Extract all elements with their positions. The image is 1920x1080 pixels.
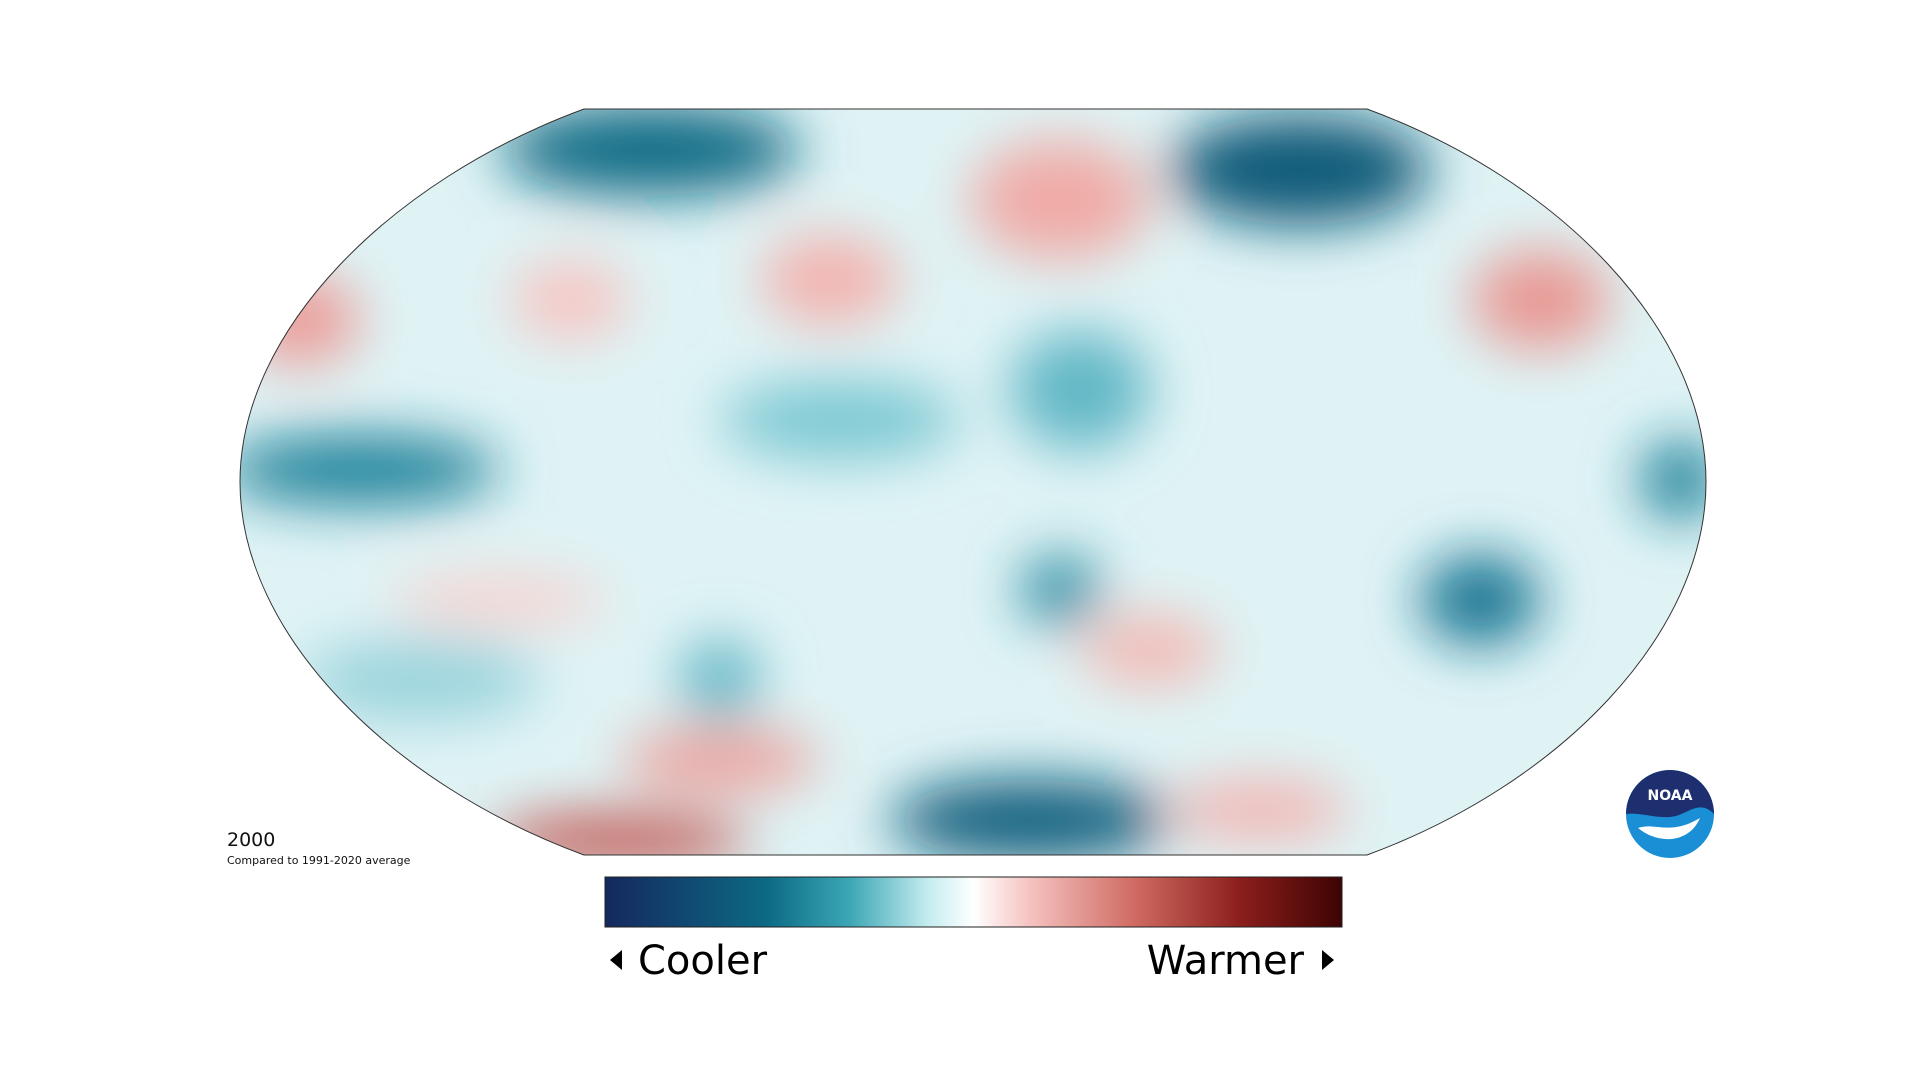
legend-high-label: Warmer [1147,938,1305,984]
logo-text: NOAA [1648,788,1693,804]
map-outline [239,108,1707,856]
cooler-arrow [610,950,622,970]
noaa-logo: NOAA [1626,770,1714,858]
legend-low-label: Cooler [638,938,768,984]
map-caption: Compared to 1991-2020 average [227,854,411,867]
color-bar [604,876,1343,928]
map-year: 2000 [227,829,275,851]
anomaly-map [240,109,1706,855]
warmer-arrow [1322,950,1334,970]
